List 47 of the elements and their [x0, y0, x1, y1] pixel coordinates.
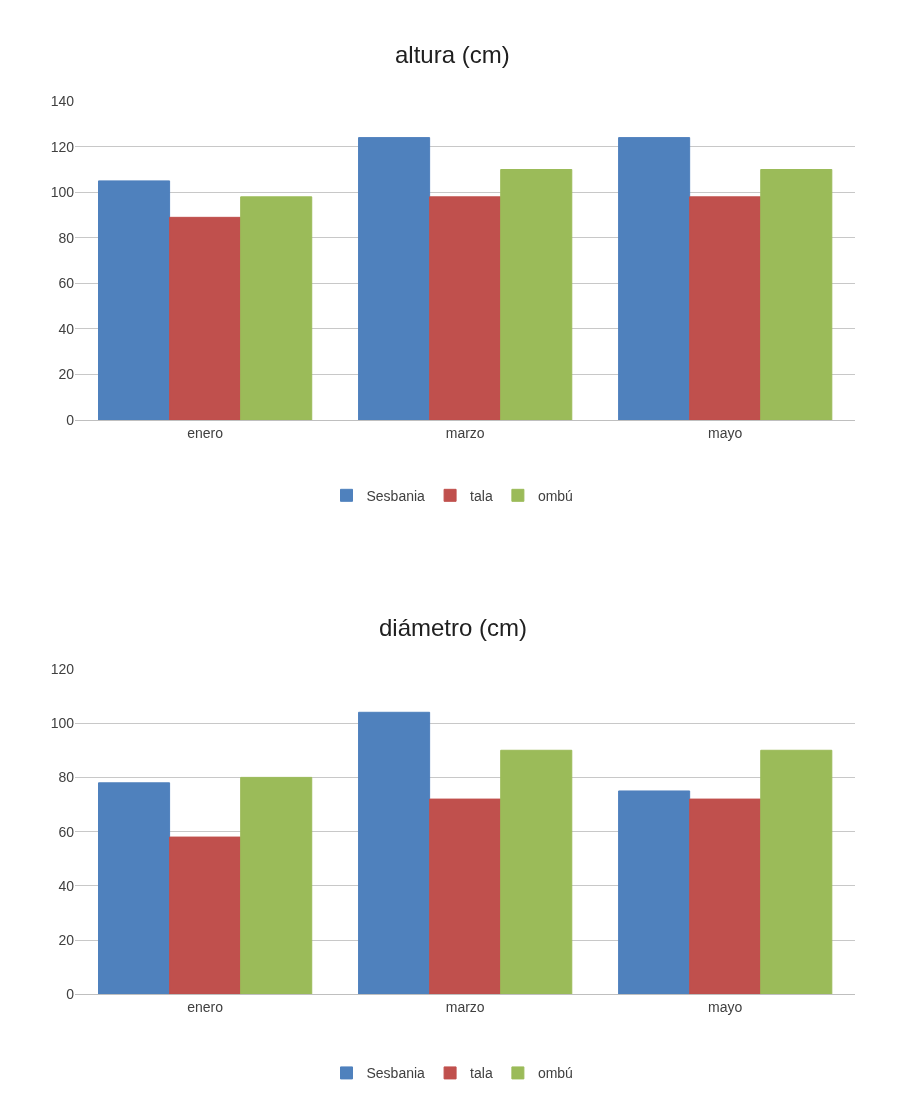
y-tick-label: 60	[58, 823, 75, 840]
x-tick-label: enero	[187, 999, 224, 1016]
bar	[358, 137, 431, 421]
y-tick-label: 0	[66, 412, 75, 428]
y-tick-label: 80	[58, 229, 75, 246]
y-tick-label: 60	[58, 275, 75, 292]
y-tick-label: 40	[58, 320, 75, 337]
y-tick-label: 120	[50, 138, 75, 155]
bar	[618, 137, 691, 421]
bar	[429, 196, 502, 421]
bar	[760, 749, 833, 995]
bar	[689, 196, 762, 421]
y-tick-label: 100	[50, 715, 75, 732]
x-tick-label: marzo	[445, 999, 485, 1016]
x-tick-label: enero	[187, 424, 224, 441]
y-tick-label: 140	[50, 93, 75, 110]
legend-label: Sesbania	[366, 487, 426, 504]
bar	[358, 711, 431, 995]
y-tick-label: 80	[58, 769, 75, 786]
bar	[500, 169, 573, 421]
chart-title: altura (cm)	[395, 41, 510, 68]
x-tick-label: mayo	[708, 999, 743, 1016]
bar	[98, 782, 171, 995]
bar	[169, 836, 242, 995]
bar	[240, 776, 313, 995]
bar	[618, 790, 691, 995]
y-tick-label: 20	[58, 366, 75, 383]
y-tick-label: 100	[50, 184, 75, 201]
legend-label: tala	[470, 1065, 493, 1082]
y-tick-label: 40	[58, 877, 75, 894]
x-tick-label: marzo	[445, 424, 485, 441]
legend-label: Sesbania	[366, 1065, 426, 1082]
bar	[429, 798, 502, 995]
bar	[98, 180, 171, 421]
bar	[760, 169, 833, 421]
legend-label: ombú	[537, 487, 573, 504]
legend-label: tala	[470, 487, 493, 504]
y-tick-label: 20	[58, 932, 75, 949]
bar	[240, 196, 313, 421]
x-tick-label: mayo	[708, 424, 743, 441]
bar	[689, 798, 762, 995]
bar	[500, 749, 573, 995]
chart-title: diámetro (cm)	[379, 614, 528, 641]
y-tick-label: 120	[50, 660, 75, 677]
legend-label: ombú	[537, 1065, 573, 1082]
y-tick-label: 0	[66, 986, 75, 1003]
bar	[169, 216, 242, 421]
